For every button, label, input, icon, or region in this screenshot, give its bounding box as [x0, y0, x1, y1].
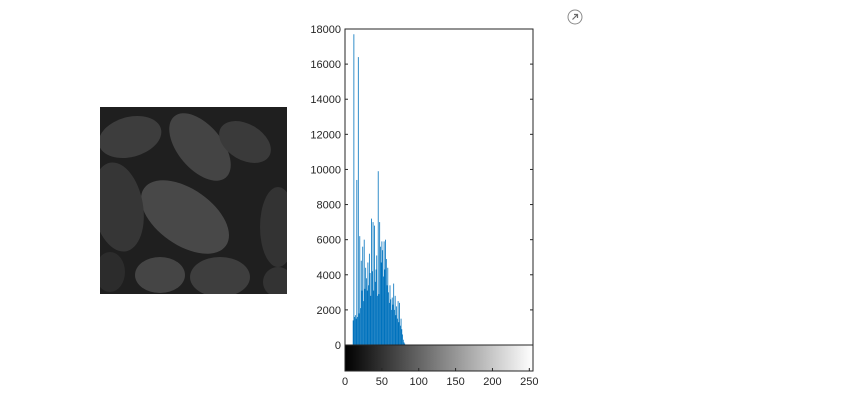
histogram-bar [395, 315, 397, 345]
histogram-bar [367, 262, 369, 345]
histogram-bar [385, 239, 386, 345]
y-tick-label: 12000 [310, 129, 341, 141]
y-axis: 0 2000 4000 6000 8000 10000 12000 14000 16000 180… [310, 24, 533, 352]
histogram-bar [382, 250, 384, 345]
histogram-bar [402, 339, 404, 345]
expand-button[interactable] [567, 9, 583, 25]
y-tick-label: 10000 [310, 164, 341, 176]
x-tick-label: 100 [410, 376, 428, 388]
histogram-bar [404, 343, 406, 345]
x-axis: 0 50 100 150 200 250 [342, 368, 538, 388]
histogram-bar [356, 179, 358, 345]
histogram-bar [360, 260, 362, 345]
histogram-bar [386, 285, 388, 345]
histogram-bar [382, 276, 384, 345]
histogram-bar [357, 57, 359, 346]
x-tick-label: 150 [446, 376, 464, 388]
histogram-bar [392, 304, 394, 345]
histogram-bar [354, 315, 356, 345]
histogram-bar [396, 306, 398, 345]
histogram-bar [374, 281, 376, 345]
histogram-bar [363, 239, 365, 345]
histogram-bar [371, 218, 372, 345]
histogram-bar [368, 253, 370, 345]
histogram-bar [365, 267, 367, 345]
histogram-bar [377, 171, 379, 345]
histogram-bar [388, 292, 389, 345]
grayscale-colorbar [344, 344, 534, 372]
histogram-bar [361, 290, 363, 345]
histogram-bar [368, 285, 370, 345]
y-tick-label: 0 [335, 340, 341, 352]
histogram-bar [372, 222, 374, 345]
pollen-grayscale-image [92, 107, 296, 297]
histogram-bar [403, 342, 405, 345]
histogram-bar [369, 273, 371, 345]
histogram-bar [388, 302, 390, 345]
histogram-bar [370, 295, 372, 345]
histogram-bar [385, 258, 387, 345]
histogram-bar [379, 222, 381, 345]
y-tick-label: 16000 [310, 59, 341, 71]
histogram-bar [363, 301, 364, 345]
histogram-bar [353, 34, 355, 346]
x-tick-label: 200 [483, 376, 501, 388]
histogram-bar [376, 255, 378, 345]
histogram-bar [390, 299, 392, 345]
y-tick-label: 8000 [317, 200, 341, 212]
histogram-bar [387, 267, 389, 345]
histogram-bar [373, 290, 375, 345]
histogram-bar [384, 269, 386, 345]
histogram-bar [397, 301, 399, 345]
histogram-bar [352, 320, 354, 345]
histogram-bar [362, 246, 364, 345]
histogram-bar [394, 295, 396, 345]
x-tick-label: 250 [520, 376, 538, 388]
histogram-bar [374, 225, 375, 345]
histogram-bar [360, 308, 361, 345]
pollen-image-icon [92, 107, 296, 297]
histogram-bar [371, 271, 373, 345]
histogram-bar [383, 241, 385, 345]
histogram-bar [366, 278, 367, 345]
x-tick-label: 50 [376, 376, 388, 388]
histogram-bar [393, 283, 395, 345]
y-tick-label: 18000 [310, 24, 341, 36]
histogram-bar [400, 318, 402, 345]
y-tick-label: 14000 [310, 94, 341, 106]
histogram-bar [398, 322, 400, 345]
histogram-bar [354, 316, 356, 345]
histogram-bar [375, 269, 377, 345]
histogram-bar [402, 334, 403, 345]
histogram-bar [399, 325, 401, 345]
y-tick-label: 2000 [317, 305, 341, 317]
x-tick-label: 0 [342, 376, 348, 388]
histogram-bar [357, 316, 358, 345]
histogram-bar [399, 302, 400, 345]
histogram-bar [380, 262, 382, 345]
histogram-bar [355, 318, 357, 345]
histogram-bar [401, 329, 403, 345]
arrow-up-right-icon [567, 9, 583, 25]
histogram-bars [352, 34, 406, 346]
histogram-bar [377, 295, 378, 345]
histogram-bar [358, 313, 360, 345]
histogram-bar [359, 236, 361, 345]
histogram-bar [364, 288, 366, 345]
histogram-bar [380, 246, 381, 345]
histogram-bar [391, 297, 393, 345]
histogram-bar [394, 309, 395, 345]
y-tick-label: 4000 [317, 270, 341, 282]
y-tick-label: 6000 [317, 235, 341, 247]
histogram-bar [381, 241, 383, 345]
histogram-bar [389, 285, 391, 345]
histogram-bar [391, 309, 392, 345]
histogram-bar [396, 318, 398, 345]
histogram-bar [378, 294, 380, 345]
histogram-bar [366, 290, 368, 345]
